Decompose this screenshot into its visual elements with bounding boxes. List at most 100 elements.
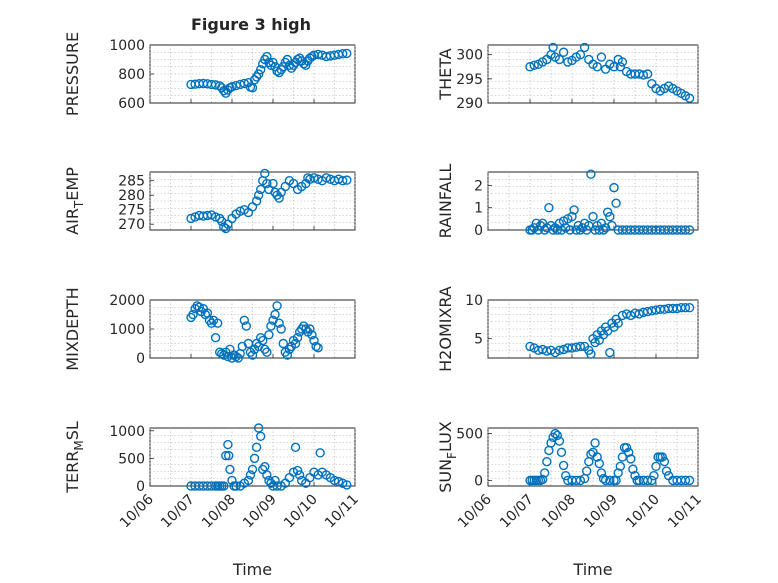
data-point bbox=[525, 62, 535, 72]
data-point bbox=[626, 454, 636, 464]
y-tick-label: 300 bbox=[456, 48, 483, 64]
data-point bbox=[558, 460, 569, 471]
data-point bbox=[554, 345, 565, 355]
data-point bbox=[628, 464, 638, 474]
data-point bbox=[307, 330, 317, 340]
data-point bbox=[210, 212, 221, 222]
data-point bbox=[586, 349, 596, 359]
data-point bbox=[600, 223, 611, 233]
data-point bbox=[542, 456, 552, 467]
data-point bbox=[342, 48, 352, 59]
x-axis-label: Time bbox=[232, 560, 272, 579]
data-point bbox=[649, 471, 659, 481]
data-point bbox=[315, 448, 325, 458]
data-point bbox=[270, 475, 280, 486]
data-point bbox=[233, 353, 243, 363]
data-point bbox=[253, 69, 264, 79]
data-point bbox=[338, 478, 348, 488]
data-point bbox=[615, 62, 625, 72]
data-point bbox=[292, 333, 303, 343]
y-tick-label: 5 bbox=[474, 332, 483, 348]
data-point bbox=[624, 447, 634, 458]
subplot-terr_msl: 0 500 1000 10/06 10/07 10/08 10/09 10/10 10/11 TE… bbox=[63, 421, 362, 579]
y-axis-label: H2OMIXRA bbox=[436, 286, 455, 372]
data-point bbox=[598, 225, 609, 235]
data-point bbox=[613, 318, 623, 328]
data-point bbox=[313, 49, 323, 60]
data-point bbox=[525, 341, 535, 352]
data-point bbox=[680, 475, 691, 486]
data-point bbox=[661, 466, 672, 476]
data-point bbox=[552, 430, 562, 441]
data-point bbox=[260, 168, 270, 179]
data-point bbox=[247, 350, 258, 360]
data-point bbox=[309, 173, 319, 183]
data-point bbox=[680, 225, 691, 235]
data-point bbox=[569, 205, 579, 215]
x-tick-label: 10/11 bbox=[322, 492, 362, 532]
subplot-rainfall: 0 1 2 RAINFALL bbox=[436, 164, 699, 239]
data-point bbox=[266, 321, 276, 331]
data-point bbox=[274, 318, 284, 328]
data-point bbox=[548, 42, 558, 53]
y-tick-label: 1 bbox=[474, 201, 483, 217]
data-point bbox=[642, 69, 653, 79]
data-point bbox=[249, 453, 260, 464]
data-point bbox=[605, 475, 615, 486]
y-tick-label: 2000 bbox=[109, 293, 145, 309]
y-tick-label: 0 bbox=[136, 351, 145, 367]
y-tick-label: 0 bbox=[136, 479, 145, 495]
data-point bbox=[529, 60, 539, 71]
data-point bbox=[552, 225, 562, 235]
data-point bbox=[651, 461, 661, 472]
y-tick-label: 1000 bbox=[109, 322, 145, 338]
figure-title: Figure 3 high bbox=[191, 15, 311, 34]
data-point bbox=[603, 207, 613, 217]
data-point bbox=[294, 470, 305, 480]
data-point bbox=[290, 442, 301, 453]
x-tick-label: 10/09 bbox=[240, 492, 280, 532]
data-point bbox=[262, 347, 272, 357]
data-point bbox=[563, 57, 573, 67]
data-point bbox=[276, 324, 286, 334]
y-axis-label: MIXDEPTH bbox=[63, 287, 82, 370]
data-point bbox=[609, 62, 619, 72]
data-point bbox=[268, 178, 278, 189]
data-point bbox=[194, 302, 204, 312]
data-point bbox=[227, 82, 237, 92]
y-tick-label: 290 bbox=[456, 96, 483, 112]
y-tick-label: 0 bbox=[474, 223, 483, 239]
data-point bbox=[260, 461, 270, 472]
data-point bbox=[605, 211, 615, 222]
y-tick-label: 285 bbox=[118, 174, 145, 190]
data-point bbox=[303, 173, 313, 183]
data-point bbox=[262, 470, 272, 480]
data-point bbox=[270, 309, 280, 320]
data-point bbox=[592, 62, 602, 72]
data-point bbox=[253, 190, 264, 200]
data-point bbox=[684, 303, 695, 313]
data-point bbox=[307, 51, 317, 62]
data-point bbox=[272, 481, 282, 491]
data-point bbox=[540, 468, 550, 478]
y-tick-label: 10 bbox=[465, 293, 483, 309]
data-point bbox=[579, 42, 590, 53]
data-point bbox=[282, 54, 293, 65]
data-point bbox=[596, 468, 607, 478]
data-point bbox=[554, 436, 565, 446]
data-point bbox=[546, 438, 556, 448]
subplot-sun_flux: 0 500 10/06 10/07 10/08 10/09 10/10 10/11 SUNFLU… bbox=[436, 421, 705, 579]
data-point bbox=[268, 57, 278, 68]
y-tick-label: 295 bbox=[456, 72, 483, 88]
data-point bbox=[647, 475, 657, 486]
x-tick-label: 10/09 bbox=[581, 492, 621, 532]
data-point bbox=[221, 450, 231, 461]
data-point bbox=[590, 438, 600, 448]
data-point bbox=[657, 452, 667, 462]
y-axis-label: RAINFALL bbox=[436, 164, 455, 239]
data-point bbox=[621, 442, 632, 453]
data-point bbox=[224, 450, 234, 461]
data-point bbox=[225, 464, 235, 475]
